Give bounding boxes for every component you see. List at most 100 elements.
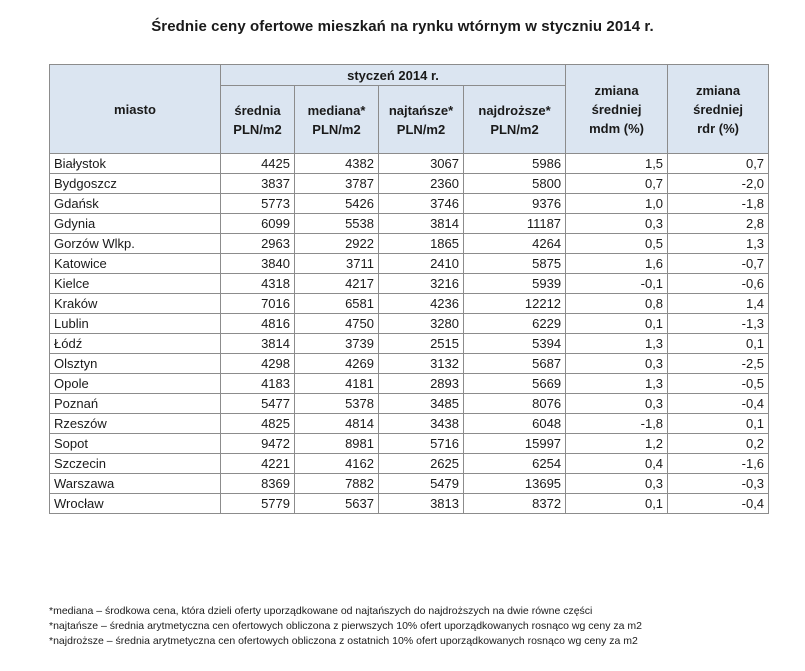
header-change-mdm: zmiana średniej mdm (%)	[565, 64, 669, 154]
header-cheapest-line1: najtańsze*	[388, 102, 454, 118]
cell-cheapest: 2410	[378, 253, 464, 274]
header-median-line2: PLN/m2	[312, 121, 361, 137]
cell-avg: 6099	[220, 213, 295, 234]
cell-rdr: 0,7	[667, 153, 770, 174]
table-row: Warszawa 8369 7882 5479 13695 0,3 -0,3	[49, 473, 770, 494]
footnote-cheapest: *najtańsze – średnia arytmetyczna cen of…	[49, 620, 642, 632]
cell-city: Kraków	[49, 293, 221, 314]
table-row: Gdynia 6099 5538 3814 11187 0,3 2,8	[49, 213, 770, 234]
cell-median: 5378	[294, 393, 379, 414]
table-body: Białystok 4425 4382 3067 5986 1,5 0,7 Bydgoszcz…	[49, 153, 770, 514]
cell-mdm: 1,3	[565, 373, 669, 394]
cell-rdr: -0,4	[667, 393, 770, 414]
cell-median: 3711	[294, 253, 379, 274]
cell-median: 4162	[294, 453, 379, 474]
cell-avg: 7016	[220, 293, 295, 314]
cell-most-expensive: 5687	[462, 353, 567, 374]
cell-most-expensive: 15997	[462, 433, 567, 454]
header-change-mdm-line2: średniej	[591, 101, 642, 117]
cell-avg: 4183	[220, 373, 295, 394]
cell-avg: 3840	[220, 253, 295, 274]
header-avg-line2: PLN/m2	[233, 121, 282, 137]
cell-mdm: -1,8	[565, 413, 669, 434]
header-median-line1: mediana*	[307, 102, 366, 118]
cell-city: Szczecin	[49, 453, 221, 474]
cell-most-expensive: 6254	[462, 453, 567, 474]
cell-rdr: 1,3	[667, 233, 770, 254]
cell-rdr: -1,8	[667, 193, 770, 214]
cell-most-expensive: 13695	[462, 473, 567, 494]
cell-rdr: 2,8	[667, 213, 770, 234]
cell-city: Opole	[49, 373, 221, 394]
cell-median: 4217	[294, 273, 379, 294]
cell-median: 5426	[294, 193, 379, 214]
cell-mdm: 1,0	[565, 193, 669, 214]
cell-cheapest: 2625	[378, 453, 464, 474]
cell-mdm: 0,8	[565, 293, 669, 314]
table-row: Kielce 4318 4217 3216 5939 -0,1 -0,6	[49, 273, 770, 294]
cell-cheapest: 5716	[378, 433, 464, 454]
cell-median: 4181	[294, 373, 379, 394]
cell-avg: 4318	[220, 273, 295, 294]
table-row: Gdańsk 5773 5426 3746 9376 1,0 -1,8	[49, 193, 770, 214]
cell-avg: 3837	[220, 173, 295, 194]
cell-median: 4382	[294, 153, 379, 174]
cell-city: Wrocław	[49, 493, 221, 514]
header-month-group: styczeń 2014 r.	[219, 64, 567, 86]
cell-most-expensive: 11187	[462, 213, 567, 234]
header-most-expensive-line2: PLN/m2	[490, 121, 539, 137]
cell-most-expensive: 5986	[462, 153, 567, 174]
table-row: Opole 4183 4181 2893 5669 1,3 -0,5	[49, 373, 770, 394]
cell-most-expensive: 5875	[462, 253, 567, 274]
cell-avg: 5779	[220, 493, 295, 514]
header-cheapest: najtańsze* PLN/m2	[378, 85, 464, 154]
cell-median: 6581	[294, 293, 379, 314]
footnote-most-expensive: *najdroższe – średnia arytmetyczna cen o…	[49, 635, 638, 647]
header-city: miasto	[49, 64, 221, 154]
table-row: Rzeszów 4825 4814 3438 6048 -1,8 0,1	[49, 413, 770, 434]
table-row: Lublin 4816 4750 3280 6229 0,1 -1,3	[49, 313, 770, 334]
cell-rdr: -1,3	[667, 313, 770, 334]
cell-mdm: 0,3	[565, 213, 669, 234]
cell-cheapest: 3067	[378, 153, 464, 174]
table-row: Białystok 4425 4382 3067 5986 1,5 0,7	[49, 153, 770, 174]
cell-mdm: 0,4	[565, 453, 669, 474]
cell-city: Łódź	[49, 333, 221, 354]
cell-city: Warszawa	[49, 473, 221, 494]
cell-city: Sopot	[49, 433, 221, 454]
cell-mdm: 0,7	[565, 173, 669, 194]
cell-rdr: 0,1	[667, 413, 770, 434]
header-change-rdr-line1: zmiana	[696, 82, 741, 98]
cell-most-expensive: 5800	[462, 173, 567, 194]
table-row: Katowice 3840 3711 2410 5875 1,6 -0,7	[49, 253, 770, 274]
table-row: Poznań 5477 5378 3485 8076 0,3 -0,4	[49, 393, 770, 414]
cell-avg: 5773	[220, 193, 295, 214]
cell-avg: 4825	[220, 413, 295, 434]
cell-city: Gdańsk	[49, 193, 221, 214]
cell-avg: 8369	[220, 473, 295, 494]
cell-most-expensive: 8076	[462, 393, 567, 414]
cell-cheapest: 3746	[378, 193, 464, 214]
cell-most-expensive: 5394	[462, 333, 567, 354]
header-cheapest-line2: PLN/m2	[396, 121, 446, 137]
cell-cheapest: 3813	[378, 493, 464, 514]
header-change-mdm-line3: mdm (%)	[589, 120, 644, 136]
cell-mdm: 0,1	[565, 493, 669, 514]
header-median: mediana* PLN/m2	[294, 85, 379, 154]
cell-cheapest: 2360	[378, 173, 464, 194]
cell-avg: 2963	[220, 233, 295, 254]
cell-city: Katowice	[49, 253, 221, 274]
cell-rdr: -0,3	[667, 473, 770, 494]
cell-median: 2922	[294, 233, 379, 254]
cell-cheapest: 5479	[378, 473, 464, 494]
cell-median: 8981	[294, 433, 379, 454]
cell-mdm: 1,2	[565, 433, 669, 454]
cell-rdr: -2,0	[667, 173, 770, 194]
cell-city: Gorzów Wlkp.	[49, 233, 221, 254]
cell-median: 3787	[294, 173, 379, 194]
cell-cheapest: 1865	[378, 233, 464, 254]
table-title: Średnie ceny ofertowe mieszkań na rynku …	[151, 18, 654, 35]
table-row: Sopot 9472 8981 5716 15997 1,2 0,2	[49, 433, 770, 454]
cell-city: Bydgoszcz	[49, 173, 221, 194]
cell-median: 3739	[294, 333, 379, 354]
